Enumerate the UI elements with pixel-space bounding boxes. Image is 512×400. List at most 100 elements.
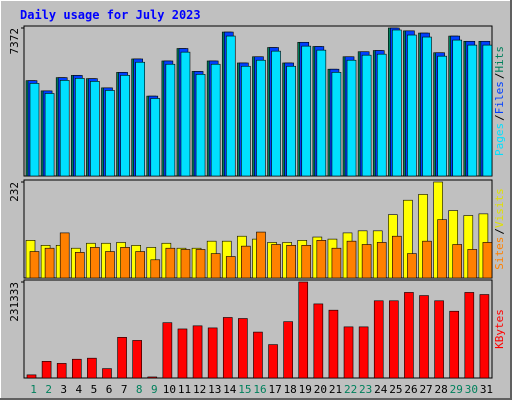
bar [90, 81, 100, 177]
bar [301, 45, 312, 177]
bar [117, 337, 127, 379]
x-tick-label: 13 [208, 383, 221, 396]
y-tick-label: 7372 [8, 28, 21, 55]
bar [120, 247, 130, 279]
x-tick-label: 30 [465, 383, 478, 396]
bar [407, 253, 417, 279]
bar [464, 292, 475, 379]
bar [222, 317, 233, 379]
x-tick-label: 1 [30, 383, 37, 396]
x-tick-label: 23 [359, 383, 372, 396]
bar [241, 65, 251, 177]
bar [29, 251, 40, 279]
bar [256, 231, 266, 279]
bar [376, 53, 387, 177]
chart-title: Daily usage for July 2023 [20, 8, 201, 22]
x-tick-label: 11 [178, 383, 191, 396]
bar [165, 247, 176, 279]
bar [192, 325, 203, 379]
x-tick-label: 2 [45, 383, 52, 396]
bar [268, 344, 278, 379]
legend-label: Sites [493, 237, 506, 270]
bar [207, 327, 218, 379]
bar [29, 83, 40, 177]
bar [376, 242, 387, 279]
bar [407, 34, 417, 177]
bar [74, 78, 85, 177]
bar [331, 72, 342, 177]
bar [482, 242, 493, 279]
bar [256, 59, 266, 177]
legend-separator: / [493, 114, 506, 121]
bar [331, 247, 342, 279]
bar [56, 363, 67, 379]
bar [361, 244, 372, 279]
bar [44, 247, 55, 279]
x-tick-label: 25 [389, 383, 402, 396]
bar [90, 247, 100, 279]
bar [59, 232, 70, 279]
bar [180, 249, 191, 279]
x-tick-label: 12 [193, 383, 206, 396]
bar [389, 300, 399, 379]
bar [41, 361, 52, 379]
x-tick-label: 28 [435, 383, 448, 396]
bar [135, 251, 145, 279]
bar [479, 294, 490, 379]
bar [313, 303, 324, 379]
bar [437, 55, 447, 177]
bar [162, 322, 173, 379]
bar [422, 240, 432, 279]
x-tick-label: 31 [480, 383, 493, 396]
bar [195, 249, 206, 279]
x-tick-label: 4 [76, 383, 83, 396]
x-tick-label: 9 [151, 383, 158, 396]
bar [286, 245, 296, 279]
bar [74, 252, 85, 279]
x-tick-label: 16 [253, 383, 266, 396]
legend-separator: / [493, 73, 506, 80]
x-tick-label: 5 [91, 383, 98, 396]
bar [195, 74, 206, 177]
x-tick-label: 22 [344, 383, 357, 396]
bar [105, 251, 115, 279]
x-tick-label: 6 [106, 383, 113, 396]
bar [241, 245, 251, 279]
bar [271, 50, 281, 177]
x-tick-label: 10 [163, 383, 176, 396]
bar [105, 90, 115, 177]
x-tick-label: 15 [238, 383, 251, 396]
bar [102, 368, 112, 379]
bar [210, 63, 221, 177]
bar [283, 321, 293, 379]
bar [71, 358, 82, 379]
legend-label: KBytes [493, 309, 506, 349]
bar [346, 240, 357, 279]
legend-label: Files [493, 81, 506, 114]
bar [132, 340, 142, 379]
bar [434, 300, 444, 379]
bar [482, 44, 493, 177]
legend-label: Pages [493, 123, 506, 156]
bar [467, 249, 478, 279]
bar [271, 244, 281, 279]
bar [180, 51, 191, 177]
bar [404, 292, 414, 379]
x-tick-label: 26 [404, 383, 417, 396]
bar [120, 75, 130, 177]
bar [298, 281, 309, 379]
x-tick-label: 19 [299, 383, 312, 396]
bar [392, 235, 402, 279]
bar [467, 44, 478, 177]
bar [346, 59, 357, 177]
y-tick-label: 232 [8, 182, 21, 202]
bar [165, 63, 176, 177]
bar [147, 376, 158, 379]
x-tick-label: 14 [223, 383, 237, 396]
bar [225, 35, 236, 177]
bar [286, 65, 296, 177]
bar [150, 98, 161, 177]
bar [225, 256, 236, 279]
